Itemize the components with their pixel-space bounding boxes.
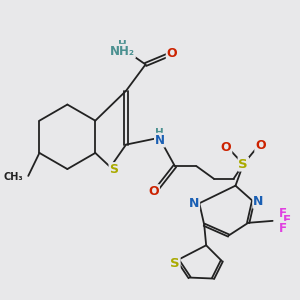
Text: O: O — [221, 141, 231, 154]
Text: CH₃: CH₃ — [3, 172, 23, 182]
Text: O: O — [255, 139, 266, 152]
Text: F: F — [283, 214, 291, 227]
Text: H: H — [155, 128, 164, 137]
Text: O: O — [167, 47, 177, 60]
Text: N: N — [253, 195, 263, 208]
Text: H: H — [118, 40, 127, 50]
Text: S: S — [110, 163, 118, 176]
Text: O: O — [148, 185, 159, 198]
Text: N: N — [189, 197, 199, 210]
Text: S: S — [170, 257, 180, 270]
Text: S: S — [238, 158, 248, 171]
Text: F: F — [279, 207, 287, 220]
Text: N: N — [155, 134, 165, 147]
Text: NH₂: NH₂ — [110, 45, 135, 58]
Text: F: F — [279, 222, 287, 235]
